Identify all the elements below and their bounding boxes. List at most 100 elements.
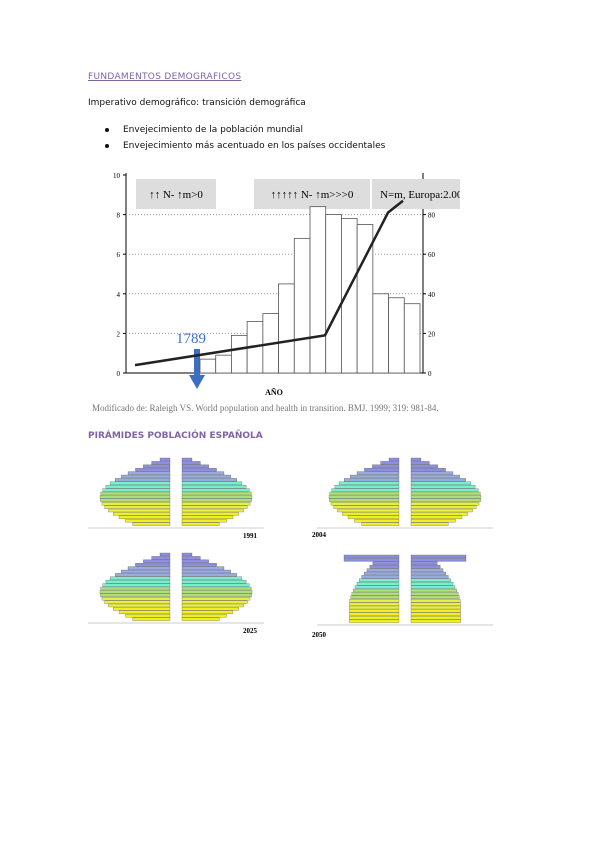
pyramid-bar: [329, 491, 400, 496]
pyramid-bar: [410, 498, 481, 502]
paragraph: Imperativo demográfico: transición demog…: [88, 98, 306, 108]
annotation: ↑↑↑↑↑ N- ↑m>>>0: [271, 189, 354, 201]
y2-tick-label: 60: [428, 251, 436, 259]
axis-title: AÑO: [265, 388, 283, 397]
pyramid-bar: [330, 502, 400, 506]
pyramid-bar: [361, 575, 400, 579]
pyramid-bar: [356, 582, 400, 586]
pyramid-bar: [410, 519, 456, 523]
pyramid-bar: [108, 603, 171, 608]
pyramid-bar: [410, 582, 454, 586]
pyramid-bar: [181, 519, 227, 523]
pyramid-bar: [181, 508, 244, 513]
pyramid-bar: [410, 508, 473, 513]
pyramid-bar: [115, 573, 171, 577]
y-tick-label: 10: [113, 172, 121, 180]
pyramid-bar: [181, 583, 250, 587]
pyramid-bar: [181, 607, 239, 611]
pyramid-bar: [361, 522, 400, 526]
pyramid-bar: [347, 515, 400, 519]
pyramid-bar: [181, 597, 251, 601]
list-item: Envejecimiento más acentuado en los país…: [123, 141, 386, 151]
pyramid-bar: [410, 488, 479, 492]
pyramid-bar: [349, 616, 400, 620]
pyramid-bar: [410, 481, 472, 485]
pyramid-bar: [356, 471, 400, 475]
pyramid-bar: [337, 508, 400, 513]
pyramid-bar: [329, 498, 400, 502]
pyramid-bar: [181, 566, 225, 570]
pyramid-bar: [331, 488, 400, 492]
pyramid-bar: [410, 515, 463, 519]
pyramid-bar: [359, 578, 400, 582]
pyramid-bar: [99, 590, 171, 594]
y-tick-label: 8: [117, 212, 121, 220]
pyramid-bar: [181, 617, 220, 621]
pyramid-bar: [353, 588, 400, 593]
pyramid-bar: [410, 595, 460, 599]
pyramid-bar: [410, 512, 468, 516]
pyramid-bar: [109, 576, 171, 580]
pyramid-bar: [364, 468, 400, 472]
pyramid-bar: [181, 474, 231, 479]
pyramid-bar: [342, 512, 400, 516]
pyramid-bar: [132, 522, 171, 526]
section-heading: FUNDAMENTOS DEMOGRAFICOS: [88, 72, 242, 82]
pyramid-bar: [354, 585, 400, 589]
pyramid-bar: [338, 481, 400, 485]
pyramid-bar: [410, 554, 467, 559]
population-line: [134, 199, 404, 367]
pyramid-bar: [113, 512, 171, 516]
pyramid-bar: [364, 571, 400, 576]
pyramid-bar: [109, 481, 171, 485]
pyramid-bar: [410, 485, 476, 489]
pyramid-bar: [410, 612, 461, 616]
pyramid-bar: [349, 609, 400, 613]
y2-tick-label: 20: [428, 330, 436, 338]
pyramid-bar: [181, 505, 248, 509]
pyramid-bar: [181, 512, 239, 516]
pyramid-bar: [105, 580, 171, 584]
pyramid-bar: [410, 464, 438, 468]
pyramid-bar: [333, 505, 400, 509]
pyramid-bar: [125, 614, 171, 618]
pyramid-bar: [181, 600, 248, 604]
pyramid-bar: [108, 508, 171, 513]
pyramid-bar: [101, 597, 171, 601]
pyramid-bar: [102, 583, 171, 587]
pyramid-bar: [181, 603, 244, 608]
pyramid-bar: [143, 559, 171, 563]
pyramid-bar: [127, 471, 171, 475]
pyramid-bar: [143, 464, 171, 468]
pyramid-bar: [181, 491, 252, 496]
pyramid-year: 2050: [312, 631, 327, 639]
pyramid-bar: [121, 474, 171, 479]
pyramid-bar: [350, 595, 400, 599]
pyramid-bar: [181, 461, 201, 465]
pyramid-bar: [159, 552, 171, 557]
pyramid-bar: [410, 609, 461, 613]
pyramid-bar: [410, 558, 467, 562]
pyramid-bar: [151, 461, 171, 465]
pyramid-bar: [349, 612, 400, 616]
pyramid-year: 2025: [243, 627, 258, 635]
pyramid-bar: [181, 559, 209, 563]
pyramid-bar: [181, 576, 243, 580]
pyramid-bar: [100, 593, 171, 597]
list-item: Envejecimiento de la población mundial: [123, 125, 304, 135]
annotation-box: [136, 179, 216, 209]
pyramid-bar: [410, 468, 446, 472]
pyramid-bar: [181, 522, 220, 526]
y-tick-label: 4: [117, 291, 121, 299]
caption: Modificado de: Raleigh VS. World populat…: [92, 403, 439, 413]
annotation: 1789: [176, 331, 206, 347]
pyramid-bar: [181, 485, 247, 489]
pyramid-bar: [350, 474, 400, 479]
pyramid-bar: [181, 552, 193, 557]
pyramid-bar: [410, 578, 451, 582]
pyramid-bar: [127, 566, 171, 570]
pyramid-bar: [410, 568, 444, 572]
pyramid-bar: [102, 488, 171, 492]
pyramid-bar: [132, 617, 171, 621]
